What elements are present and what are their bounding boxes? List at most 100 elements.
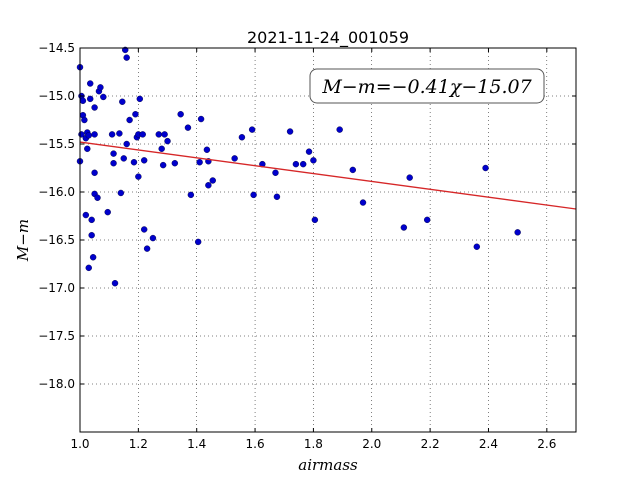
data-point [349, 166, 356, 174]
annotation-text: M−m=−0.41χ−15.07 [321, 76, 532, 98]
data-point [286, 128, 294, 135]
data-point [139, 131, 146, 138]
data-point [177, 111, 184, 118]
data-point [79, 97, 87, 105]
data-point [143, 245, 151, 252]
chart-title: 2021-11-24_001059 [247, 28, 409, 48]
y-tick-label: −18.0 [38, 377, 75, 391]
data-point [135, 173, 142, 180]
y-tick-label: −16.5 [38, 233, 75, 247]
data-point [88, 231, 95, 239]
data-point [123, 54, 130, 61]
data-point [305, 148, 313, 155]
x-tick-label: 2.0 [362, 437, 381, 451]
data-point [84, 145, 91, 153]
data-point [209, 177, 216, 184]
data-point [196, 159, 203, 166]
data-point [272, 169, 279, 177]
fit-line-group [79, 141, 577, 210]
ticks [79, 47, 576, 432]
data-point [205, 182, 212, 189]
data-point [238, 134, 246, 141]
data-point [89, 254, 97, 261]
data-point [87, 80, 94, 87]
x-tick-label: 1.2 [129, 437, 148, 451]
data-point [140, 157, 148, 164]
x-tick-label: 2.2 [421, 437, 440, 451]
data-point [82, 211, 90, 219]
data-point [91, 169, 98, 177]
data-point [120, 155, 127, 162]
y-tick-label: −17.0 [38, 281, 75, 295]
x-tick-label: 1.0 [70, 437, 89, 451]
data-point [87, 95, 94, 103]
data-point [248, 126, 256, 133]
y-tick-label: −17.5 [38, 329, 75, 343]
data-point [111, 280, 119, 287]
data-point [273, 193, 281, 201]
fit-line [79, 141, 577, 210]
data-point [97, 84, 104, 91]
data-point [91, 104, 98, 111]
x-tick-label: 1.8 [304, 437, 323, 451]
data-point [514, 229, 521, 236]
x-axis-label: airmass [298, 456, 358, 474]
data-point [91, 131, 98, 138]
fit-annotation: M−m=−0.41χ−15.07 [309, 68, 545, 104]
data-point [123, 140, 130, 148]
data-point [81, 116, 88, 124]
data-point [136, 95, 144, 103]
data-point [406, 174, 413, 181]
data-point [108, 131, 116, 138]
data-point [158, 145, 165, 153]
data-point [88, 216, 95, 224]
data-point [116, 130, 123, 137]
data-point [110, 159, 117, 167]
data-point [132, 111, 139, 118]
data-point [155, 131, 162, 138]
data-point [104, 208, 111, 216]
data-point [400, 224, 408, 231]
data-point [473, 243, 480, 250]
data-point [140, 226, 148, 233]
y-tick-label: −15.5 [38, 137, 75, 151]
data-point [300, 160, 307, 168]
data-point [130, 159, 138, 166]
data-point [187, 191, 195, 199]
data-point [203, 146, 211, 153]
data-point [359, 199, 367, 206]
x-tick-label: 1.4 [187, 437, 206, 451]
data-point [311, 216, 319, 224]
data-point [149, 234, 157, 242]
y-tick-labels: −14.5 −15.0 −15.5 −16.0 −16.5 −17.0 −17.5 −18.0 [38, 41, 75, 391]
data-point [159, 161, 167, 169]
data-point [194, 238, 202, 246]
data-point [184, 124, 192, 131]
data-point [100, 93, 107, 101]
annotation-box [309, 68, 545, 104]
data-point [197, 115, 205, 123]
data-point [424, 216, 431, 224]
x-tick-label: 2.6 [537, 437, 556, 451]
data-point [336, 126, 343, 133]
data-point [117, 189, 125, 197]
data-point [164, 137, 171, 145]
y-tick-label: −14.5 [38, 41, 75, 55]
data-point [310, 157, 317, 164]
y-tick-label: −16.0 [38, 185, 75, 199]
data-point [85, 132, 92, 139]
y-tick-label: −15.0 [38, 89, 75, 103]
x-tick-labels: 1.0 1.2 1.4 1.6 1.8 2.0 2.2 2.4 2.6 [70, 437, 556, 451]
data-point [250, 191, 257, 199]
data-point [94, 194, 101, 201]
data-point [110, 150, 117, 157]
data-point [161, 131, 168, 138]
x-tick-label: 2.4 [479, 437, 498, 451]
y-axis-label: M−m [14, 219, 32, 262]
data-point [119, 98, 126, 105]
x-tick-label: 1.6 [246, 437, 265, 451]
data-point [292, 160, 300, 168]
data-points [76, 46, 521, 287]
data-point [482, 164, 489, 172]
